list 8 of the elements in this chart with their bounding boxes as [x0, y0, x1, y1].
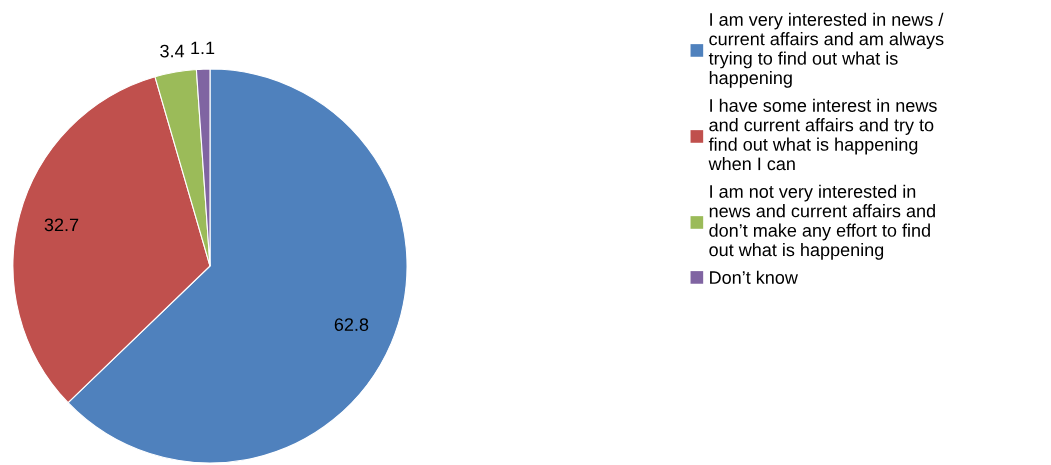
legend-label: I am very interested in news / current affairs and am always trying to find out what is happening — [708, 12, 944, 88]
data-label: 32.7 — [44, 218, 79, 232]
data-label: 62.8 — [334, 318, 369, 331]
legend-label: I am not very interested in news and current affairs and don’t make any effort to find out what is happening — [709, 184, 935, 260]
data-label: 1.1 — [191, 41, 215, 55]
legend-label: Don’t know — [710, 270, 798, 284]
legend-label: I have some interest in news and current affairs and try to find out what is happening when I can — [708, 98, 937, 171]
data-label: 3.4 — [160, 44, 185, 58]
